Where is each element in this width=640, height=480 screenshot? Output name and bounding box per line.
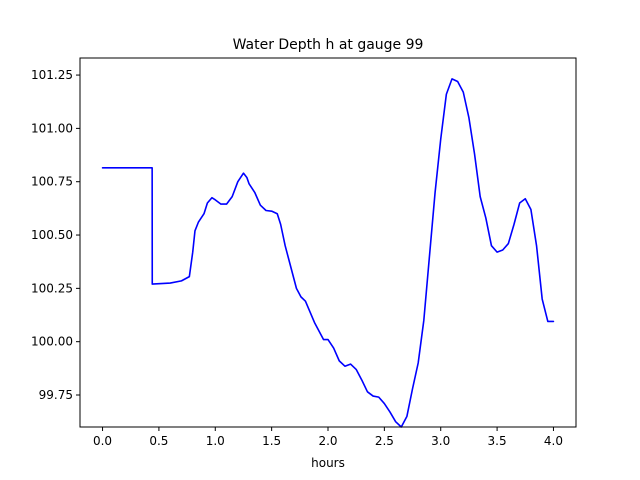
y-axis-ticks: 99.75 100.00 100.25 100.50 100.75 101.00 101.2…	[31, 68, 80, 402]
chart-title: Water Depth h at gauge 99	[233, 37, 424, 53]
x-tick-label: 1.5	[262, 434, 281, 448]
plot-frame	[79, 57, 577, 428]
x-tick-label: 2.5	[375, 434, 394, 448]
y-tick-label: 100.25	[31, 281, 73, 295]
x-axis-ticks: 0.0 0.5 1.0 1.5 2.0 2.5 3.0 3.5 4.0	[93, 427, 563, 448]
y-tick-label: 100.00	[31, 335, 73, 349]
x-tick-label: 0.5	[149, 434, 168, 448]
y-tick-label: 101.00	[31, 121, 73, 135]
y-tick-label: 100.75	[31, 175, 73, 189]
y-tick-label: 99.75	[39, 388, 73, 402]
y-tick-label: 101.25	[31, 68, 73, 82]
x-tick-label: 3.0	[431, 434, 450, 448]
x-axis-label: hours	[311, 456, 345, 470]
series-line-0	[101, 78, 555, 428]
x-tick-label: 0.0	[93, 434, 112, 448]
y-tick-label: 100.50	[31, 228, 73, 242]
x-tick-label: 1.0	[206, 434, 225, 448]
x-tick-label: 3.5	[488, 434, 507, 448]
series-layer	[101, 78, 555, 428]
x-tick-label: 4.0	[544, 434, 563, 448]
x-tick-label: 2.0	[318, 434, 337, 448]
